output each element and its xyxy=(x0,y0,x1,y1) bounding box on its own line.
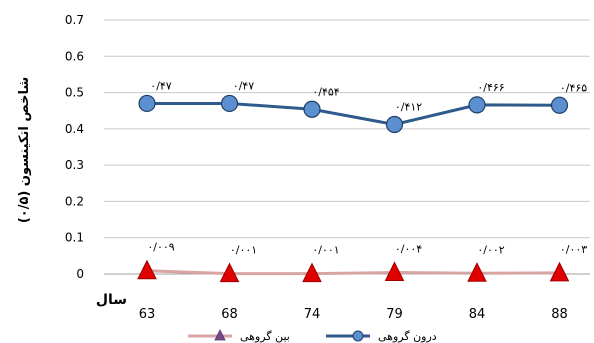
y-tick-label: 0.6 xyxy=(65,49,84,63)
data-point xyxy=(467,262,487,282)
series-line xyxy=(147,101,560,127)
data-point xyxy=(468,96,486,114)
x-axis-label: سال xyxy=(96,292,127,308)
data-label: ۰/۰۰۳ xyxy=(560,243,587,256)
y-tick-label: 0.1 xyxy=(65,231,84,245)
y-axis-ticks: 0 0.1 0.2 0.3 0.4 0.5 0.6 0.7 xyxy=(65,13,84,281)
data-label: ۰/۰۰۱ xyxy=(230,244,257,257)
data-point xyxy=(303,100,321,118)
x-tick-label: 68 xyxy=(221,307,238,322)
data-label: ۰/۴۶۶ xyxy=(477,81,504,94)
legend: بین گروهی درون گروهی xyxy=(188,329,437,343)
data-point xyxy=(550,96,569,114)
data-point xyxy=(549,261,570,282)
legend-marker xyxy=(214,329,226,341)
data-point xyxy=(220,94,239,113)
data-point xyxy=(302,262,322,283)
y-tick-label: 0 xyxy=(76,267,84,281)
series-group xyxy=(137,94,570,283)
x-axis-ticks: 63 68 74 79 84 88 xyxy=(139,307,568,322)
y-tick-label: 0.4 xyxy=(65,122,84,136)
y-tick-label: 0.5 xyxy=(65,86,84,100)
data-label: ۰/۰۰۴ xyxy=(395,243,422,256)
legend-marker xyxy=(352,330,364,342)
x-tick-label: 63 xyxy=(139,307,156,322)
data-point xyxy=(137,259,157,280)
data-label: ۰/۴۷ xyxy=(150,79,172,92)
data-point xyxy=(384,261,405,282)
data-label: ۰/۴۱۲ xyxy=(395,101,422,114)
x-tick-label: 79 xyxy=(386,307,403,322)
y-axis-label: شاخص اتکینسون (۰/۵) xyxy=(17,77,32,223)
data-point xyxy=(138,94,156,113)
data-label: ۰/۰۰۲ xyxy=(477,243,504,256)
gridlines xyxy=(104,19,590,275)
data-point xyxy=(219,262,240,283)
y-tick-label: 0.2 xyxy=(65,194,84,208)
x-tick-label: 84 xyxy=(469,307,486,322)
data-labels: ۰/۴۷ ۰/۴۷ ۰/۴۵۴ ۰/۴۱۲ ۰/۴۶۶ ۰/۴۶۵ ۰/۰۰۹ ۰/۰۰۱ ۰/… xyxy=(147,79,587,256)
y-tick-label: 0.3 xyxy=(65,158,84,172)
data-label: ۰/۰۰۱ xyxy=(312,244,339,257)
data-point xyxy=(385,115,404,134)
legend-label: درون گروهی xyxy=(378,330,437,343)
series-line xyxy=(146,269,560,276)
legend-label: بین گروهی xyxy=(240,330,290,343)
x-tick-label: 88 xyxy=(551,307,568,322)
data-label: ۰/۴۶۵ xyxy=(560,81,587,94)
data-label: ۰/۴۵۴ xyxy=(312,85,339,98)
data-label: ۰/۰۰۹ xyxy=(147,241,174,254)
data-label: ۰/۴۷ xyxy=(233,79,255,92)
x-tick-label: 74 xyxy=(304,307,321,322)
y-tick-label: 0.7 xyxy=(65,13,84,27)
